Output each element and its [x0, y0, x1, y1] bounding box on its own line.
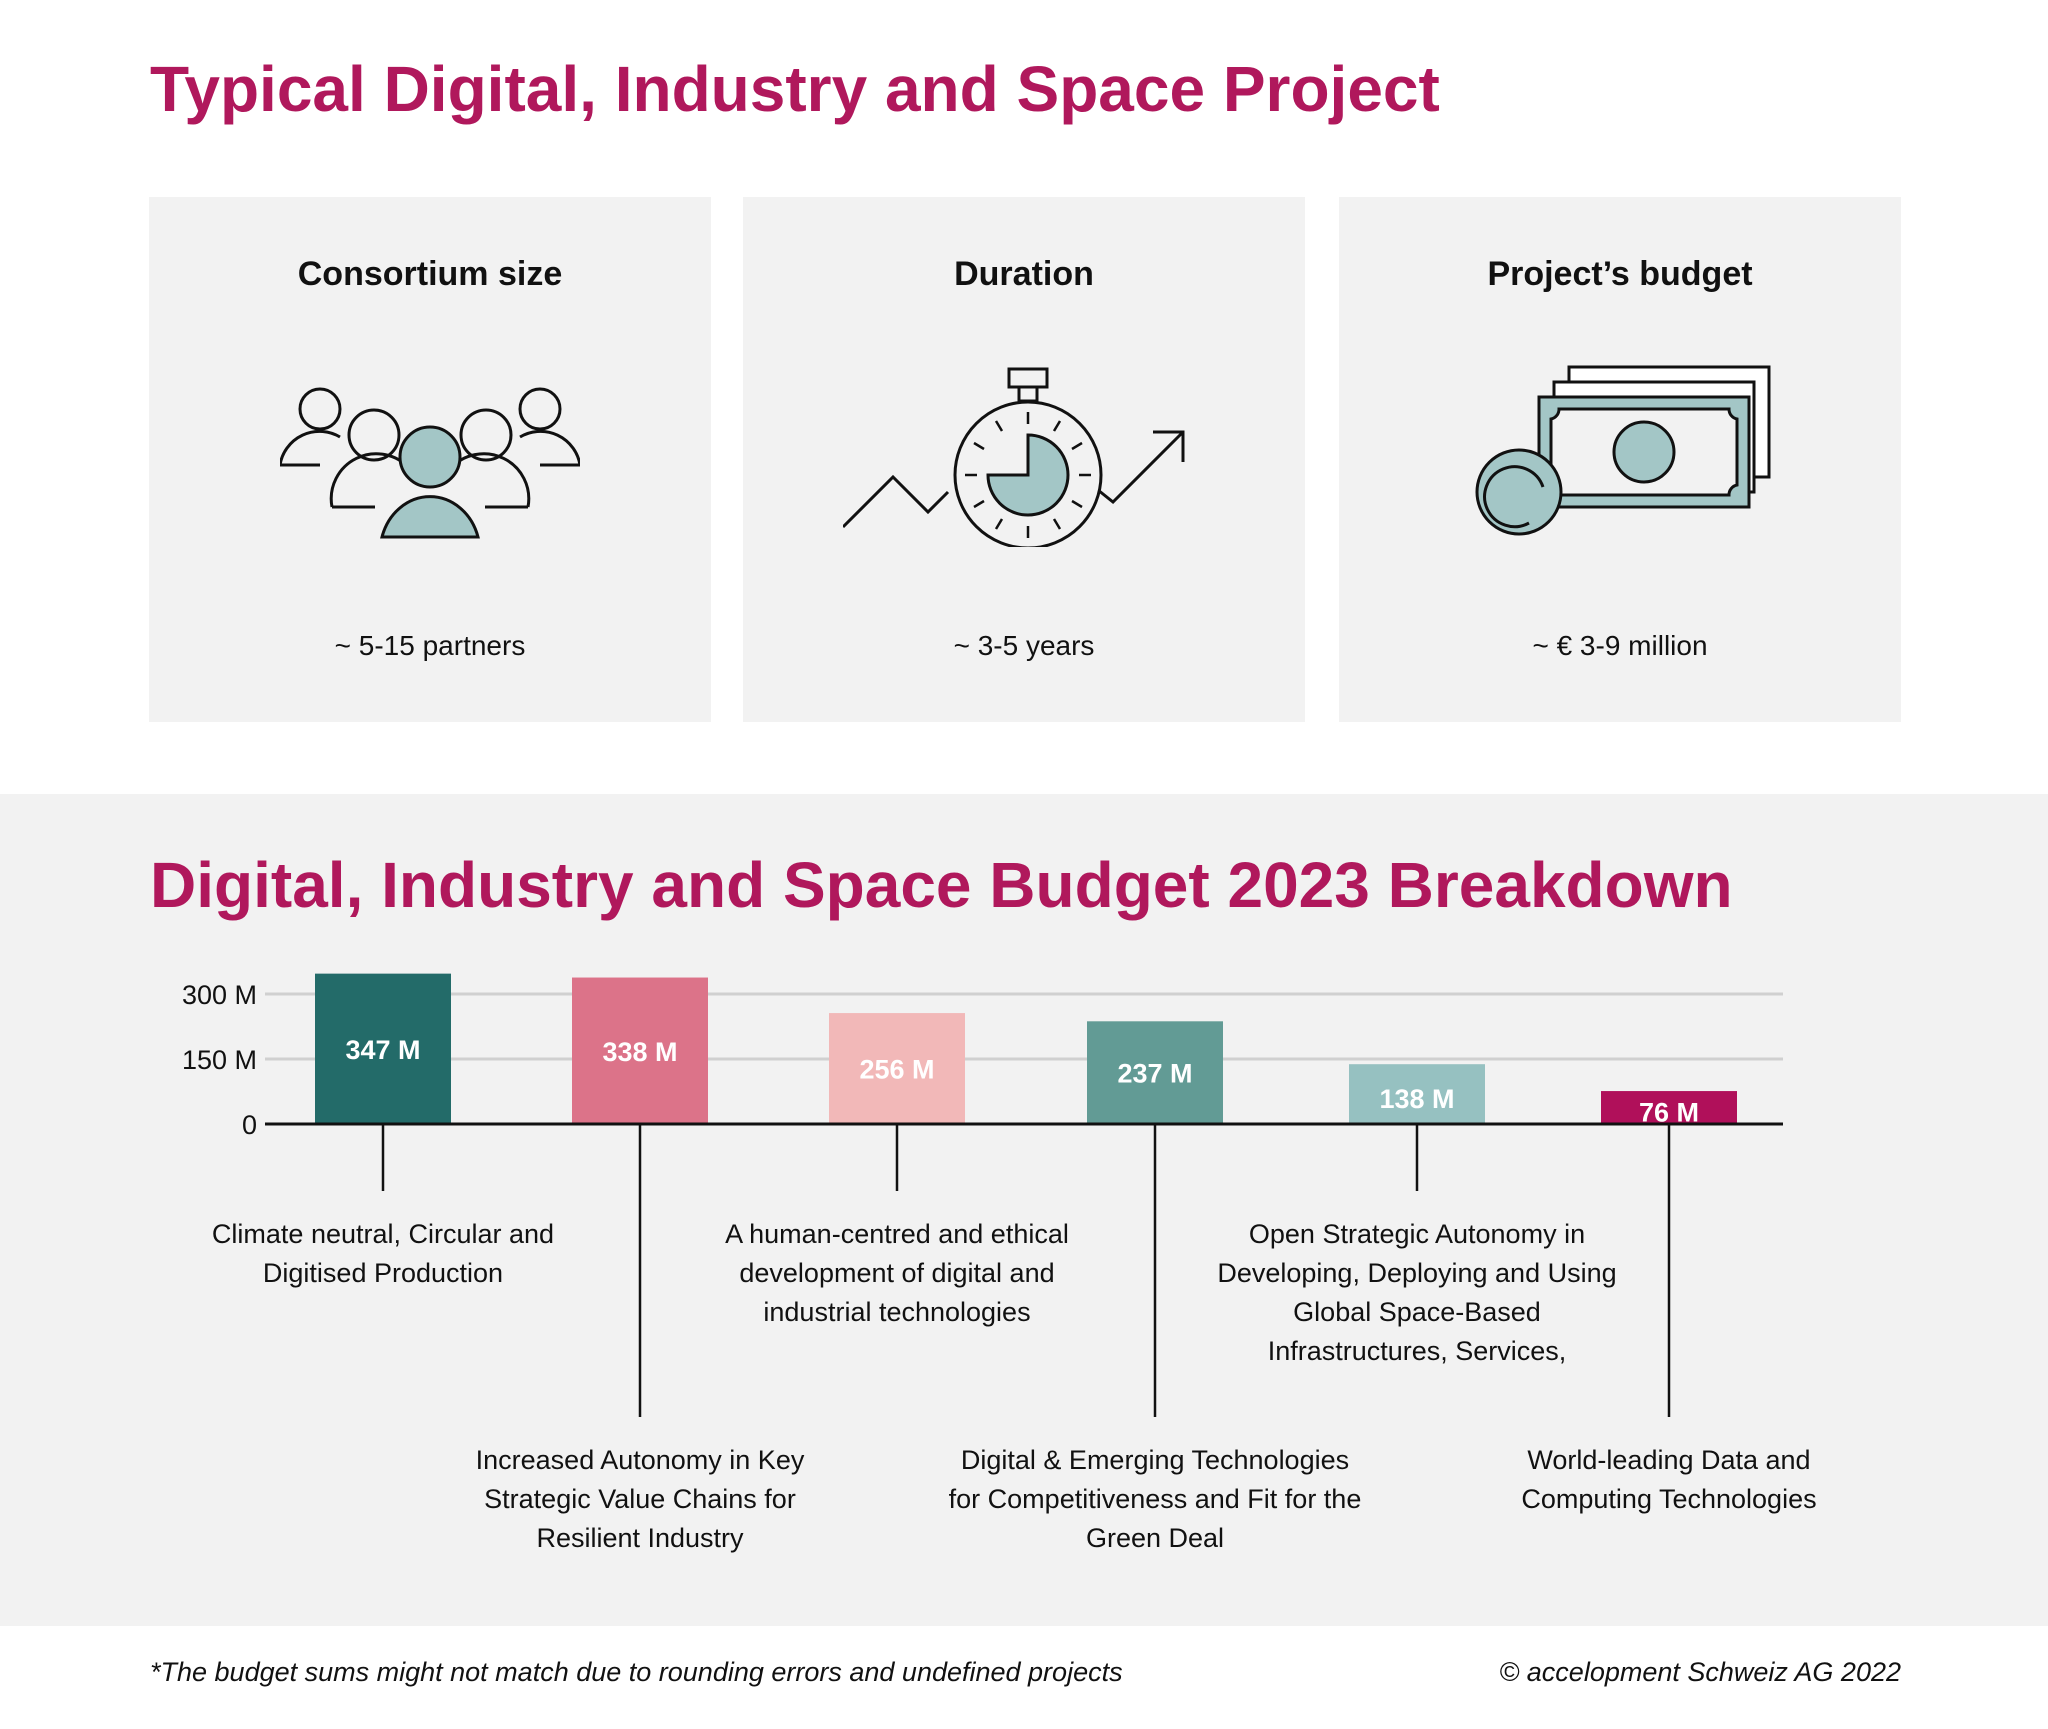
card-duration: Duration ~ 3-5 years — [743, 197, 1305, 722]
stopwatch-trend-icon — [843, 367, 1185, 547]
people-group-icon — [280, 387, 580, 539]
y-tick-label: 300 M — [182, 980, 257, 1010]
category-label: Open Strategic Autonomy in Developing, D… — [1217, 1219, 1617, 1366]
card-title: Project’s budget — [1487, 255, 1753, 293]
bar — [1087, 1021, 1223, 1124]
copyright: © accelopment Schweiz AG 2022 — [1499, 1657, 1901, 1687]
card-title: Consortium size — [297, 255, 563, 293]
data-label: 338 M — [602, 1037, 677, 1067]
bar — [829, 1013, 965, 1124]
data-label: 138 M — [1379, 1084, 1454, 1114]
category-label: Climate neutral, Circular and Digitised … — [211, 1219, 555, 1288]
data-label: 237 M — [1117, 1059, 1192, 1089]
page-title: Typical Digital, Industry and Space Proj… — [150, 53, 1440, 125]
data-label: 256 M — [859, 1055, 934, 1085]
category-label: Digital & Emerging Technologies for Comp… — [948, 1445, 1362, 1553]
bar — [1349, 1064, 1485, 1124]
budget-section — [0, 794, 2048, 1626]
data-label: 347 M — [345, 1035, 420, 1065]
category-label: World-leading Data and Computing Technol… — [1521, 1445, 1817, 1514]
category-label: Increased Autonomy in Key Strategic Valu… — [475, 1445, 805, 1553]
footnote: *The budget sums might not match due to … — [150, 1657, 1123, 1687]
card-budget: Project’s budget ~ € 3-9 million — [1339, 197, 1901, 722]
bar — [572, 977, 708, 1124]
card-title: Duration — [954, 255, 1094, 293]
card-value: ~ 3-5 years — [953, 630, 1095, 661]
card-consortium: Consortium size ~ 5-15 partners — [149, 197, 711, 722]
card-value: ~ 5-15 partners — [334, 630, 526, 661]
y-tick-label: 0 — [242, 1110, 257, 1140]
money-icon — [1475, 365, 1771, 536]
chart-title: Digital, Industry and Space Budget 2023 … — [150, 849, 1733, 921]
y-tick-label: 150 M — [182, 1045, 257, 1075]
bar — [1601, 1091, 1737, 1124]
bar — [315, 973, 451, 1124]
category-label: A human-centred and ethical development … — [725, 1219, 1069, 1327]
card-value: ~ € 3-9 million — [1532, 630, 1708, 661]
